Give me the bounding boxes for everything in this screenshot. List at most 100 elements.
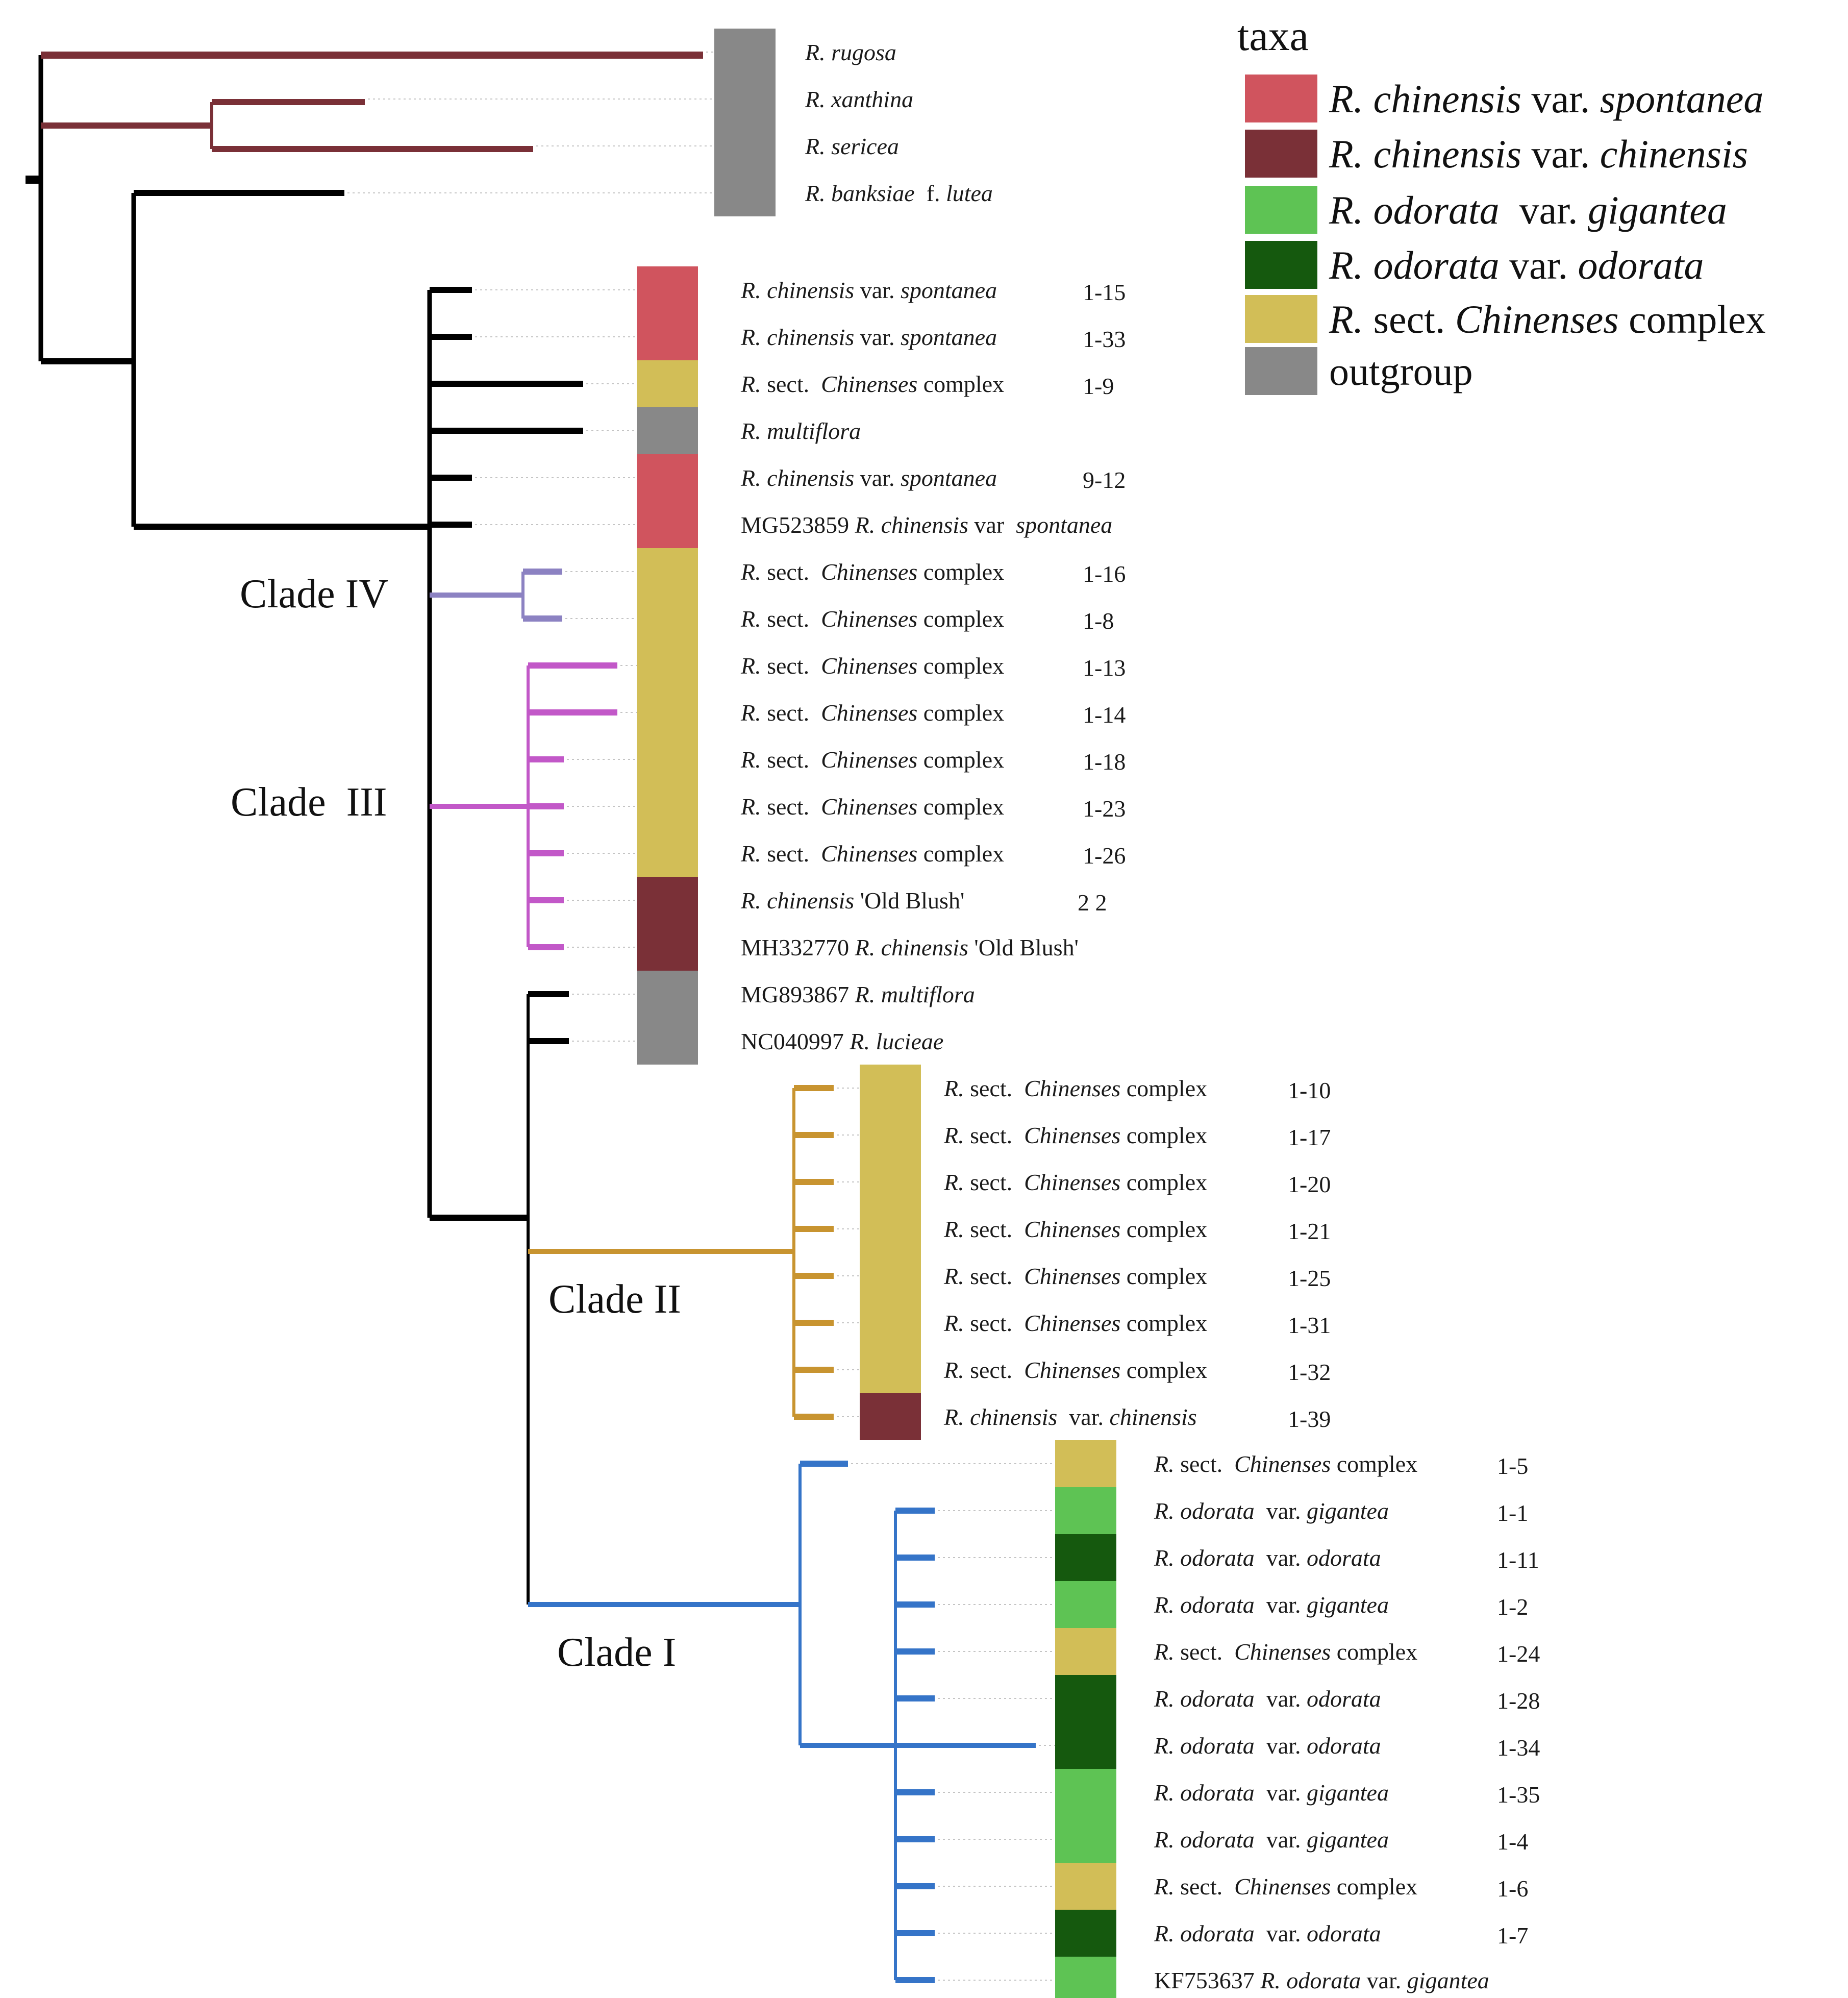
tip-label: R. sect. Chinenses complex: [740, 841, 1004, 867]
tip-label-part: R. odorata: [1154, 1686, 1255, 1712]
taxa-strip-cell: [637, 595, 698, 642]
tip-label-part: complex: [917, 841, 1004, 867]
tip-code: 1-8: [1083, 608, 1114, 634]
taxa-strip-cell: [860, 1158, 921, 1205]
legend-title: taxa: [1237, 12, 1309, 60]
taxa-strip-cell: [1055, 1675, 1116, 1722]
tip-label-part: sect.: [964, 1075, 1025, 1101]
tip-label: R. sect. Chinenses complex: [740, 747, 1004, 773]
taxa-strip-cell: [637, 642, 698, 689]
tip-label-part: var.: [854, 465, 901, 491]
taxa-strip-cell: [637, 783, 698, 830]
tip-label-part: sect.: [1175, 1451, 1235, 1477]
tip-label-part: sect.: [761, 653, 821, 679]
tip-label-part: R. chinensis: [740, 887, 854, 914]
tip-label-part: gigantea: [1307, 1498, 1389, 1524]
legend-swatch: [1245, 295, 1317, 343]
tip-code: 1-34: [1497, 1735, 1540, 1761]
tip-label: R. sect. Chinenses complex: [943, 1216, 1207, 1242]
tip-label-part: R.: [740, 700, 761, 726]
taxa-strip-cell: [637, 548, 698, 595]
tip-label-part: R. chinensis: [943, 1404, 1057, 1430]
taxa-strip-cell: [637, 501, 698, 548]
tip-code: 1-33: [1083, 326, 1126, 352]
tip-label-part: complex: [917, 794, 1004, 820]
tip-label-part: complex: [1120, 1122, 1207, 1148]
tip-label: R. sect. Chinenses complex: [943, 1263, 1207, 1289]
tip-label-part: R. chinensis: [740, 277, 854, 303]
tip-label-part: var.: [1255, 1592, 1307, 1618]
legend-label-part: sect.: [1363, 297, 1455, 341]
tip-code: 1-13: [1083, 655, 1126, 681]
tip-label-part: sect.: [964, 1169, 1025, 1195]
tip-label: R. odorata var. gigantea: [1154, 1780, 1389, 1806]
tip-label-part: var.: [854, 324, 901, 350]
tip-label-part: complex: [917, 606, 1004, 632]
tip-label: R. sect. Chinenses complex: [943, 1122, 1207, 1148]
tip-label-part: complex: [1120, 1310, 1207, 1336]
tip-label-part: Chinenses: [1024, 1310, 1120, 1336]
taxa-strip-cell: [637, 313, 698, 360]
tip-label-part: KF753637: [1154, 1967, 1260, 1993]
tip-label-part: R. multiflora: [740, 418, 861, 444]
tip-label: R. multiflora: [740, 418, 861, 444]
tip-code: 1-28: [1497, 1688, 1540, 1714]
legend-swatch: [1245, 186, 1317, 234]
tip-label-part: var.: [854, 277, 901, 303]
tip-label-part: R.: [943, 1122, 964, 1148]
tip-label-part: Chinenses: [1024, 1075, 1120, 1101]
tip-code: 1-6: [1497, 1876, 1528, 1902]
tip-label: R. banksiae f. lutea: [805, 180, 993, 206]
tip-labels: R. rugosa R. xanthina R. sericea R. banksia…: [740, 39, 1540, 1993]
tip-code: 1-11: [1497, 1547, 1539, 1573]
tip-code: 1-24: [1497, 1641, 1540, 1667]
tip-code: 2 2: [1078, 890, 1107, 916]
tip-label: R. sect. Chinenses complex: [943, 1357, 1207, 1383]
tip-label-part: var.: [1255, 1733, 1307, 1759]
legend-label-part: Chinenses: [1455, 297, 1619, 341]
tip-label-part: var.: [1255, 1498, 1307, 1524]
tip-code: 1-20: [1288, 1171, 1331, 1197]
tip-label-part: Chinenses: [1234, 1639, 1331, 1665]
tip-label: R. sect. Chinenses complex: [740, 606, 1004, 632]
taxa-strip-cell: [637, 924, 698, 971]
tip-label-part: sect.: [761, 747, 821, 773]
tip-label-part: spontanea: [901, 465, 997, 491]
tip-code: 1-5: [1497, 1453, 1528, 1479]
tip-label-part: R. multiflora: [855, 981, 975, 1007]
tip-code: 1-16: [1083, 561, 1126, 587]
tip-label: R. sect. Chinenses complex: [1154, 1873, 1417, 1900]
taxa-strip-cell: [714, 122, 776, 169]
tip-label: R. chinensis 'Old Blush': [740, 887, 964, 914]
tip-label-part: odorata: [1307, 1733, 1381, 1759]
tip-code: 1-18: [1083, 749, 1126, 775]
legend-label-part: var.: [1500, 188, 1588, 232]
tip-label-part: complex: [917, 559, 1004, 585]
clade-labels: Clade IV Clade III Clade II Clade I: [231, 572, 681, 1675]
tip-label: R. odorata var. odorata: [1154, 1733, 1381, 1759]
tip-label-part: R. odorata: [1154, 1592, 1255, 1618]
taxa-strip-cell: [637, 266, 698, 313]
taxa-strip-cell: [1055, 1722, 1116, 1769]
tip-label-part: complex: [917, 700, 1004, 726]
taxa-strip-cell: [637, 360, 698, 407]
tip-label: R. sect. Chinenses complex: [943, 1310, 1207, 1336]
tip-label: R. sect. Chinenses complex: [943, 1075, 1207, 1101]
tip-label-part: odorata: [1307, 1545, 1381, 1571]
tip-label-part: Chinenses: [1024, 1263, 1120, 1289]
taxa-color-strips: [637, 29, 1116, 1998]
taxa-strip-cell: [1055, 1957, 1116, 1998]
legend-label-part: R. odorata: [1329, 188, 1500, 232]
tip-label-part: R. xanthina: [805, 86, 913, 112]
tip-label-part: Chinenses: [1024, 1122, 1120, 1148]
tip-label-part: sect.: [1175, 1639, 1235, 1665]
legend-label-part: outgroup: [1329, 349, 1473, 393]
tip-code: 1-32: [1288, 1359, 1331, 1385]
legend-label-part: var.: [1521, 77, 1600, 121]
tip-label-part: R.: [740, 794, 761, 820]
tip-label-part: var.: [1057, 1404, 1109, 1430]
clade-label-clade3: Clade III: [231, 780, 387, 825]
tip-label-part: complex: [917, 371, 1004, 397]
tip-label: R. sect. Chinenses complex: [943, 1169, 1207, 1195]
tip-label-part: chinensis: [1110, 1404, 1197, 1430]
